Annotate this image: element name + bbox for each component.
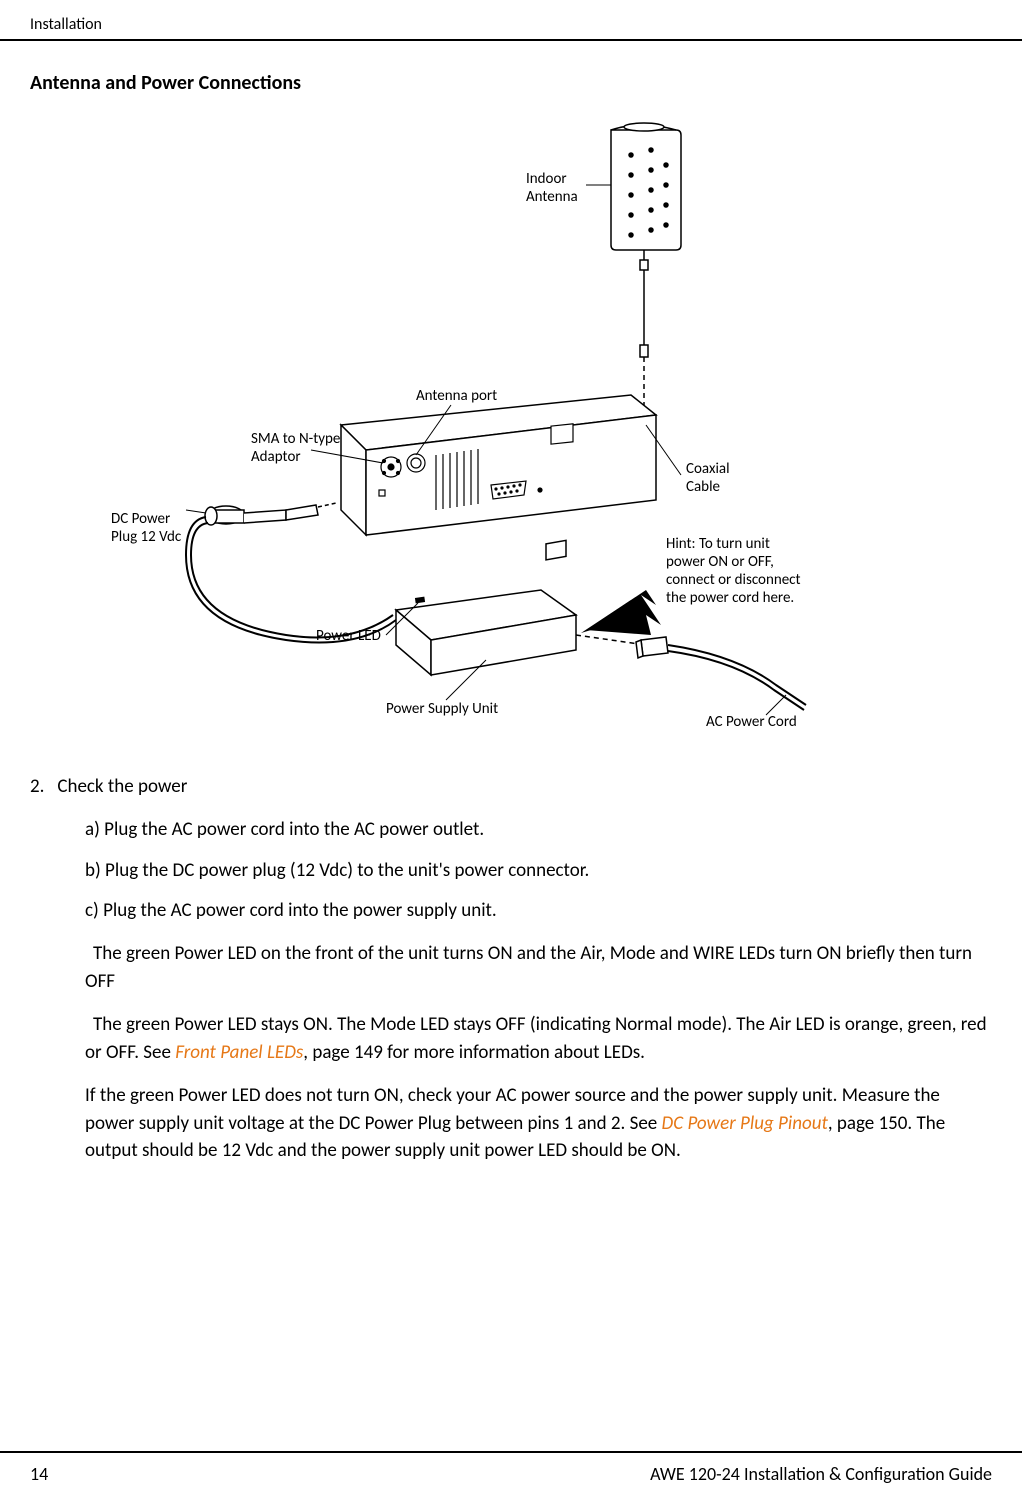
dc-power-plug-pinout-link[interactable]: DC Power Plug Pinout (662, 1112, 828, 1135)
step-item-c: c) Plug the AC power cord into the power… (85, 899, 992, 924)
page-footer: 14 AWE 120-24 Installation & Configurati… (0, 1451, 1022, 1485)
section-title: Antenna and Power Connections (30, 71, 992, 95)
step-item-a: a) Plug the AC power cord into the AC po… (85, 818, 992, 843)
step-container: 2. Check the power a) Plug the AC power … (30, 775, 992, 1165)
label-indoor-antenna: Indoor Antenna (526, 170, 586, 206)
para2-text2: , page 149 for more information about LE… (303, 1041, 645, 1064)
step-title: 2. Check the power (30, 775, 992, 798)
connection-diagram: Indoor Antenna Antenna port SMA to N-typ… (86, 115, 936, 735)
front-panel-leds-link[interactable]: Front Panel LEDs (175, 1041, 303, 1064)
label-ac-power: AC Power Cord (706, 713, 797, 731)
page-content: Antenna and Power Connections (0, 41, 1022, 1165)
step-para-3: If the green Power LED does not turn ON,… (85, 1082, 992, 1165)
step-para-1: The green Power LED on the front of the … (85, 940, 992, 995)
label-power-supply: Power Supply Unit (386, 700, 498, 718)
label-coaxial-cable: Coaxial Cable (686, 460, 746, 496)
step-item-b: b) Plug the DC power plug (12 Vdc) to th… (85, 859, 992, 884)
step-heading: Check the power (57, 775, 187, 798)
page-header: Installation (0, 0, 1022, 41)
label-dc-power: DC Power Plug 12 Vdc (111, 510, 191, 546)
header-section-text: Installation (30, 15, 992, 34)
label-power-led: Power LED (316, 627, 381, 645)
step-para-2: The green Power LED stays ON. The Mode L… (85, 1011, 992, 1066)
label-antenna-port: Antenna port (416, 387, 497, 405)
step-number: 2. (30, 775, 44, 798)
label-hint: Hint: To turn unit power ON or OFF, conn… (666, 535, 811, 607)
page-number: 14 (30, 1463, 48, 1485)
footer-guide-title: AWE 120-24 Installation & Configuration … (650, 1463, 992, 1485)
label-sma-adaptor: SMA to N-type Adaptor (251, 430, 351, 466)
